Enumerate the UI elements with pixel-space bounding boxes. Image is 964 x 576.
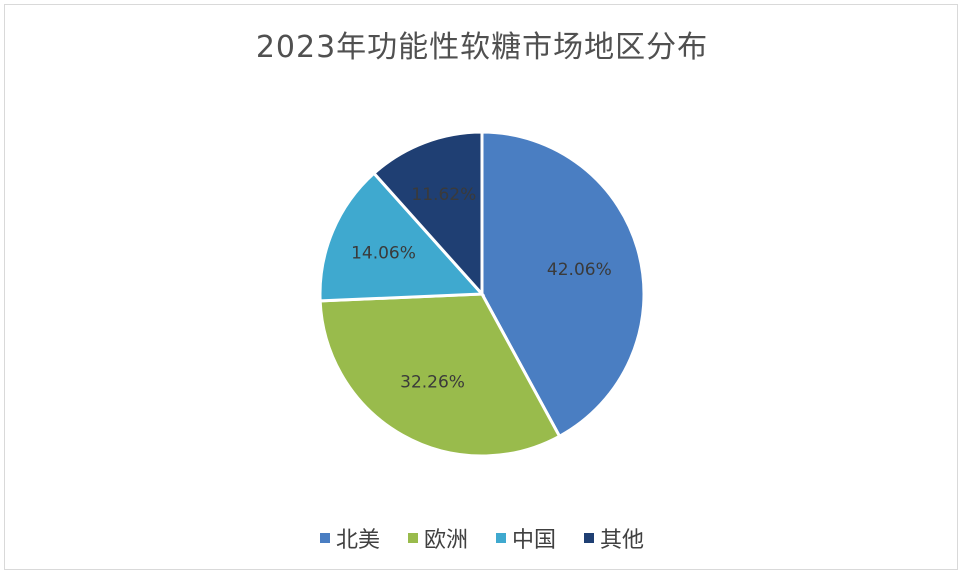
legend-item-europe: 欧洲 [407,522,468,554]
legend-swatch [407,533,418,543]
pie-label-other: 11.62% [411,185,476,205]
pie-slice-china [318,171,486,303]
pie-slices [318,130,646,458]
legend-swatch [319,533,330,543]
chart-legend: 北美 欧洲 中国 其他 [0,522,964,554]
legend-label: 其他 [600,528,645,553]
legend-swatch [496,533,506,543]
pie-slice-other [371,130,484,298]
legend-item-other: 其他 [584,522,644,554]
pie-labels: 42.06% 32.26% 14.06% 11.62% [351,185,612,392]
legend-label: 欧洲 [423,528,468,553]
legend-label: 北美 [335,528,380,553]
legend-item-china: 中国 [496,522,556,554]
legend-label: 中国 [512,528,557,553]
pie-label-north-america: 42.06% [547,260,612,280]
pie-label-china: 14.06% [351,243,416,263]
chart-title: 2023年功能性软糖市场地区分布 [255,30,709,65]
pie-slice-north-america [480,130,646,439]
pie-label-europe: 32.26% [400,372,465,392]
pie-slice-europe [318,292,562,458]
legend-swatch [584,533,595,543]
legend-item-north-america: 北美 [319,522,380,554]
